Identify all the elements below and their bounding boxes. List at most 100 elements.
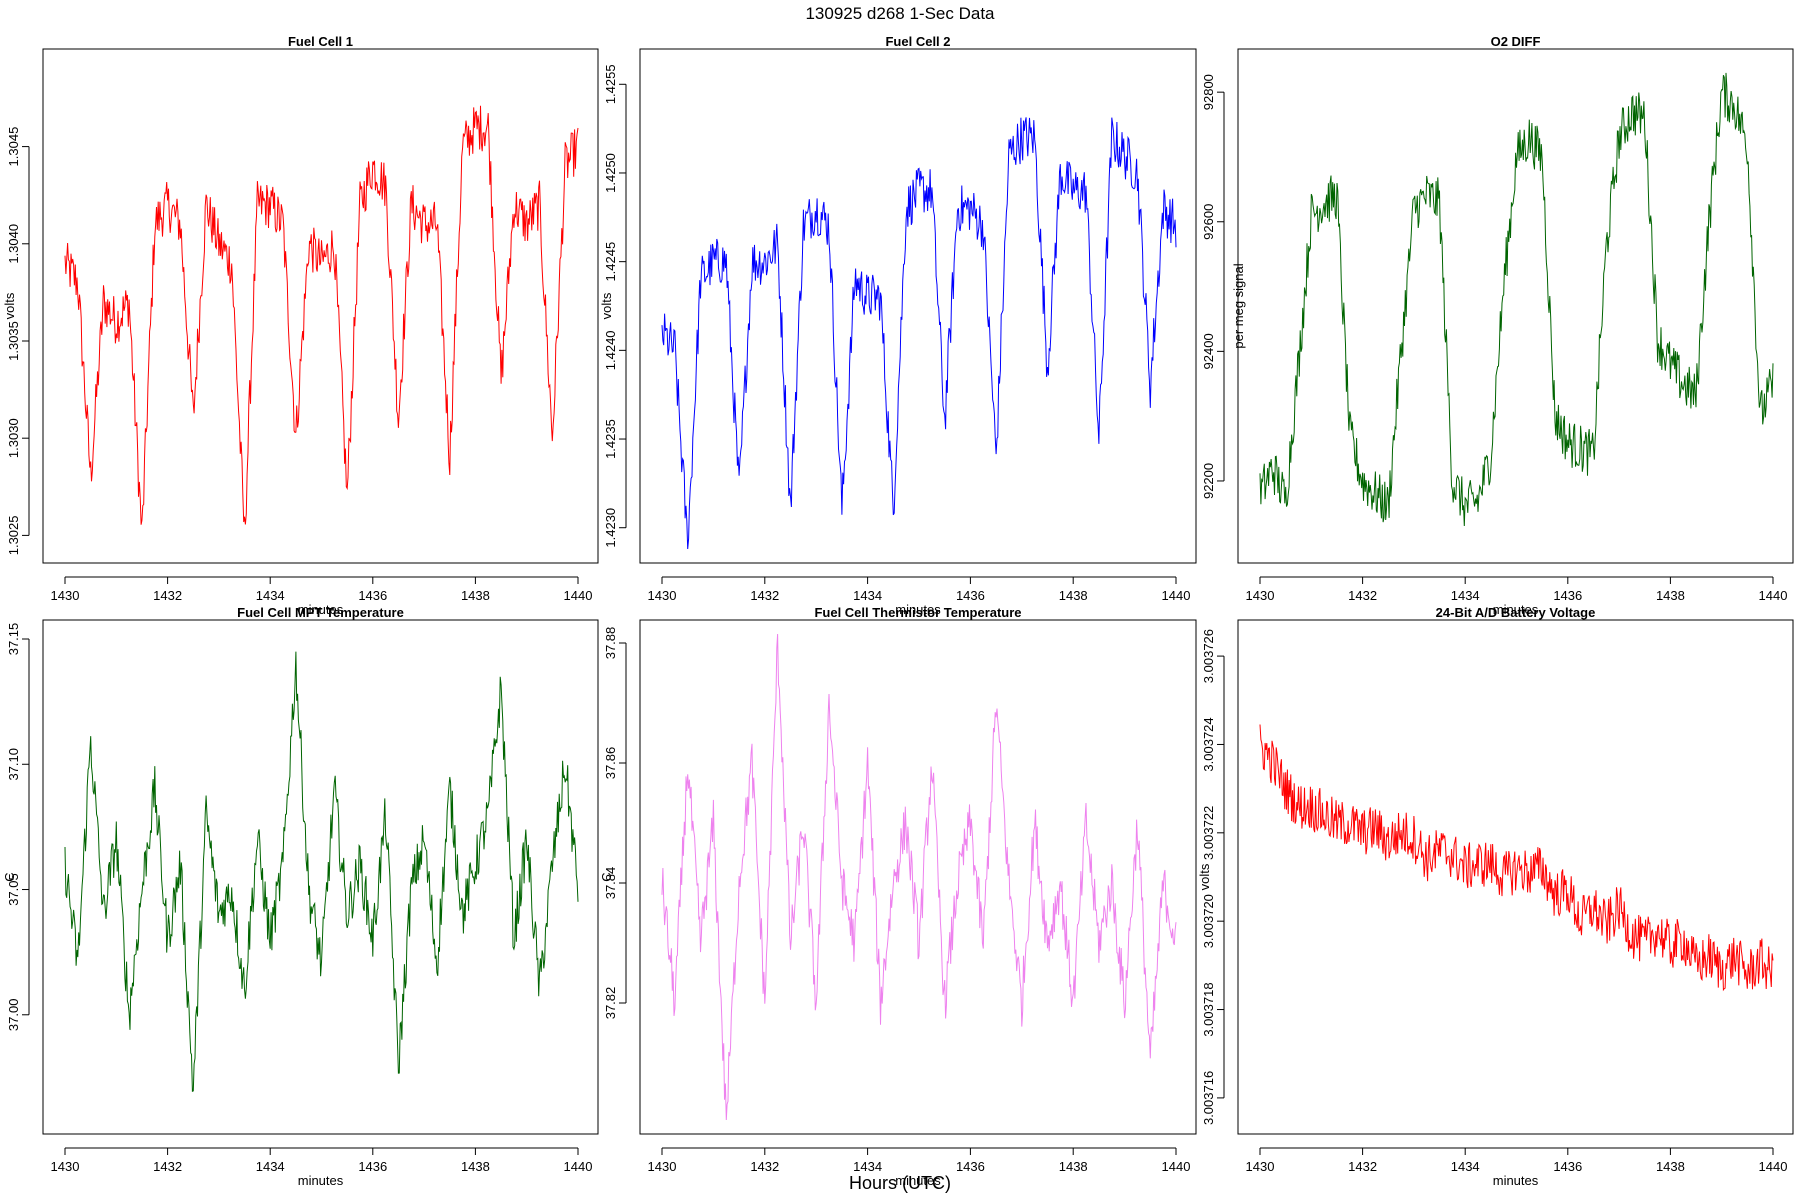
y-tick-label: 37.86 xyxy=(603,747,618,780)
series-line xyxy=(64,651,579,1093)
plot-frame xyxy=(639,48,1197,564)
x-tick-label: 1440 xyxy=(1759,588,1788,603)
chart-title: O2 DIFF xyxy=(1491,34,1541,49)
x-tick-label: 1438 xyxy=(1059,588,1088,603)
y-tick-label: 92400 xyxy=(1201,333,1216,369)
y-tick-label: 3.003722 xyxy=(1201,806,1216,860)
x-tick-label: 1434 xyxy=(853,1159,882,1174)
x-tick-label: 1440 xyxy=(1759,1159,1788,1174)
x-tick-label: 1440 xyxy=(564,1159,593,1174)
y-tick-label: 92200 xyxy=(1201,463,1216,499)
y-tick-label: 3.003716 xyxy=(1201,1071,1216,1125)
chart-panel-2: Fuel Cell 2 1430 1432 1434 1436 1438 1440 minut… xyxy=(599,34,1197,617)
x-tick-label: 1432 xyxy=(750,588,779,603)
x-axis-label: minutes xyxy=(298,602,344,617)
x-tick-label: 1436 xyxy=(956,588,985,603)
x-axis-label: minutes xyxy=(895,602,941,617)
y-axis-label: volts xyxy=(2,292,17,319)
chart-title: Fuel Cell MPT Temperature xyxy=(237,605,404,620)
x-axis-label: minutes xyxy=(1493,1173,1539,1188)
chart-panel-5: Fuel Cell Thermistor Temperature 1430 1432… xyxy=(599,605,1197,1188)
x-tick-label: 1438 xyxy=(1656,588,1685,603)
x-tick-label: 1434 xyxy=(1451,1159,1480,1174)
panels-group: Fuel Cell 1 1430 1432 1434 1436 1438 1440 minut… xyxy=(2,34,1794,1188)
x-tick-label: 1436 xyxy=(956,1159,985,1174)
chart-panel-6: 24-Bit A/D Battery Voltage 1430 1432 1434 14… xyxy=(1197,605,1794,1188)
y-tick-label: 1.3025 xyxy=(6,516,21,556)
x-tick-label: 1440 xyxy=(1162,1159,1191,1174)
y-tick-label: 92600 xyxy=(1201,204,1216,240)
y-tick-label: 37.00 xyxy=(6,999,21,1032)
x-tick-label: 1430 xyxy=(1246,588,1275,603)
y-tick-label: 1.4255 xyxy=(603,64,618,104)
y-axis-label: volts xyxy=(599,292,614,319)
x-axis-label: minutes xyxy=(298,1173,344,1188)
x-tick-label: 1434 xyxy=(256,1159,285,1174)
chart-panel-1: Fuel Cell 1 1430 1432 1434 1436 1438 1440 minut… xyxy=(2,34,599,617)
y-tick-label: 92800 xyxy=(1201,74,1216,110)
y-tick-label: 1.4230 xyxy=(603,508,618,548)
x-tick-label: 1438 xyxy=(1059,1159,1088,1174)
series-line xyxy=(1259,724,1774,992)
y-tick-label: 1.4245 xyxy=(603,242,618,282)
x-tick-label: 1430 xyxy=(648,588,677,603)
plot-frame xyxy=(1237,48,1794,564)
plot-frame xyxy=(42,619,599,1135)
series-line xyxy=(64,105,579,525)
x-tick-label: 1430 xyxy=(51,1159,80,1174)
series-line xyxy=(1259,72,1774,527)
y-tick-label: 37.84 xyxy=(603,867,618,900)
x-axis-label: minutes xyxy=(895,1173,941,1188)
y-tick-label: 37.05 xyxy=(6,873,21,906)
y-axis-label: C xyxy=(599,872,614,881)
chart-title: 24-Bit A/D Battery Voltage xyxy=(1436,605,1596,620)
x-tick-label: 1434 xyxy=(256,588,285,603)
y-tick-label: 1.3040 xyxy=(6,224,21,264)
y-tick-label: 37.82 xyxy=(603,987,618,1020)
y-tick-label: 1.4240 xyxy=(603,330,618,370)
x-tick-label: 1434 xyxy=(1451,588,1480,603)
x-tick-label: 1432 xyxy=(153,588,182,603)
y-tick-label: 1.3045 xyxy=(6,127,21,167)
y-tick-label: 3.003726 xyxy=(1201,629,1216,683)
y-tick-label: 3.003720 xyxy=(1201,894,1216,948)
x-tick-label: 1436 xyxy=(1553,1159,1582,1174)
chart-panel-4: Fuel Cell MPT Temperature 1430 1432 1434 143… xyxy=(2,605,599,1188)
x-tick-label: 1436 xyxy=(358,588,387,603)
y-tick-label: 1.3035 xyxy=(6,321,21,361)
chart-panel-3: O2 DIFF 1430 1432 1434 1436 1438 1440 minutes 92… xyxy=(1201,34,1794,617)
y-tick-label: 37.10 xyxy=(6,748,21,781)
chart-title: Fuel Cell 1 xyxy=(288,34,353,49)
x-tick-label: 1430 xyxy=(648,1159,677,1174)
x-tick-label: 1438 xyxy=(461,588,490,603)
x-tick-label: 1434 xyxy=(853,588,882,603)
series-line xyxy=(661,633,1177,1121)
y-tick-label: 1.4235 xyxy=(603,419,618,459)
y-axis-label: volts xyxy=(1197,863,1212,890)
x-axis-label: minutes xyxy=(1493,602,1539,617)
x-tick-label: 1436 xyxy=(358,1159,387,1174)
y-tick-label: 1.3030 xyxy=(6,418,21,458)
x-tick-label: 1432 xyxy=(750,1159,779,1174)
plot-frame xyxy=(639,619,1197,1135)
x-tick-label: 1432 xyxy=(1348,588,1377,603)
x-tick-label: 1430 xyxy=(51,588,80,603)
x-tick-label: 1440 xyxy=(1162,588,1191,603)
x-tick-label: 1440 xyxy=(564,588,593,603)
y-tick-label: 1.4250 xyxy=(603,153,618,193)
x-tick-label: 1438 xyxy=(1656,1159,1685,1174)
x-tick-label: 1436 xyxy=(1553,588,1582,603)
x-tick-label: 1432 xyxy=(1348,1159,1377,1174)
series-line xyxy=(661,117,1177,550)
x-tick-label: 1430 xyxy=(1246,1159,1275,1174)
y-axis-label: per meg signal xyxy=(1231,263,1246,348)
plot-frame xyxy=(1237,619,1794,1135)
y-tick-label: 37.15 xyxy=(6,623,21,656)
chart-title: Fuel Cell Thermistor Temperature xyxy=(814,605,1021,620)
plot-frame xyxy=(42,48,599,564)
y-tick-label: 37.88 xyxy=(603,627,618,660)
page-title: 130925 d268 1-Sec Data xyxy=(805,4,995,23)
bottom-axis-label: Hours (UTC) xyxy=(849,1173,951,1193)
